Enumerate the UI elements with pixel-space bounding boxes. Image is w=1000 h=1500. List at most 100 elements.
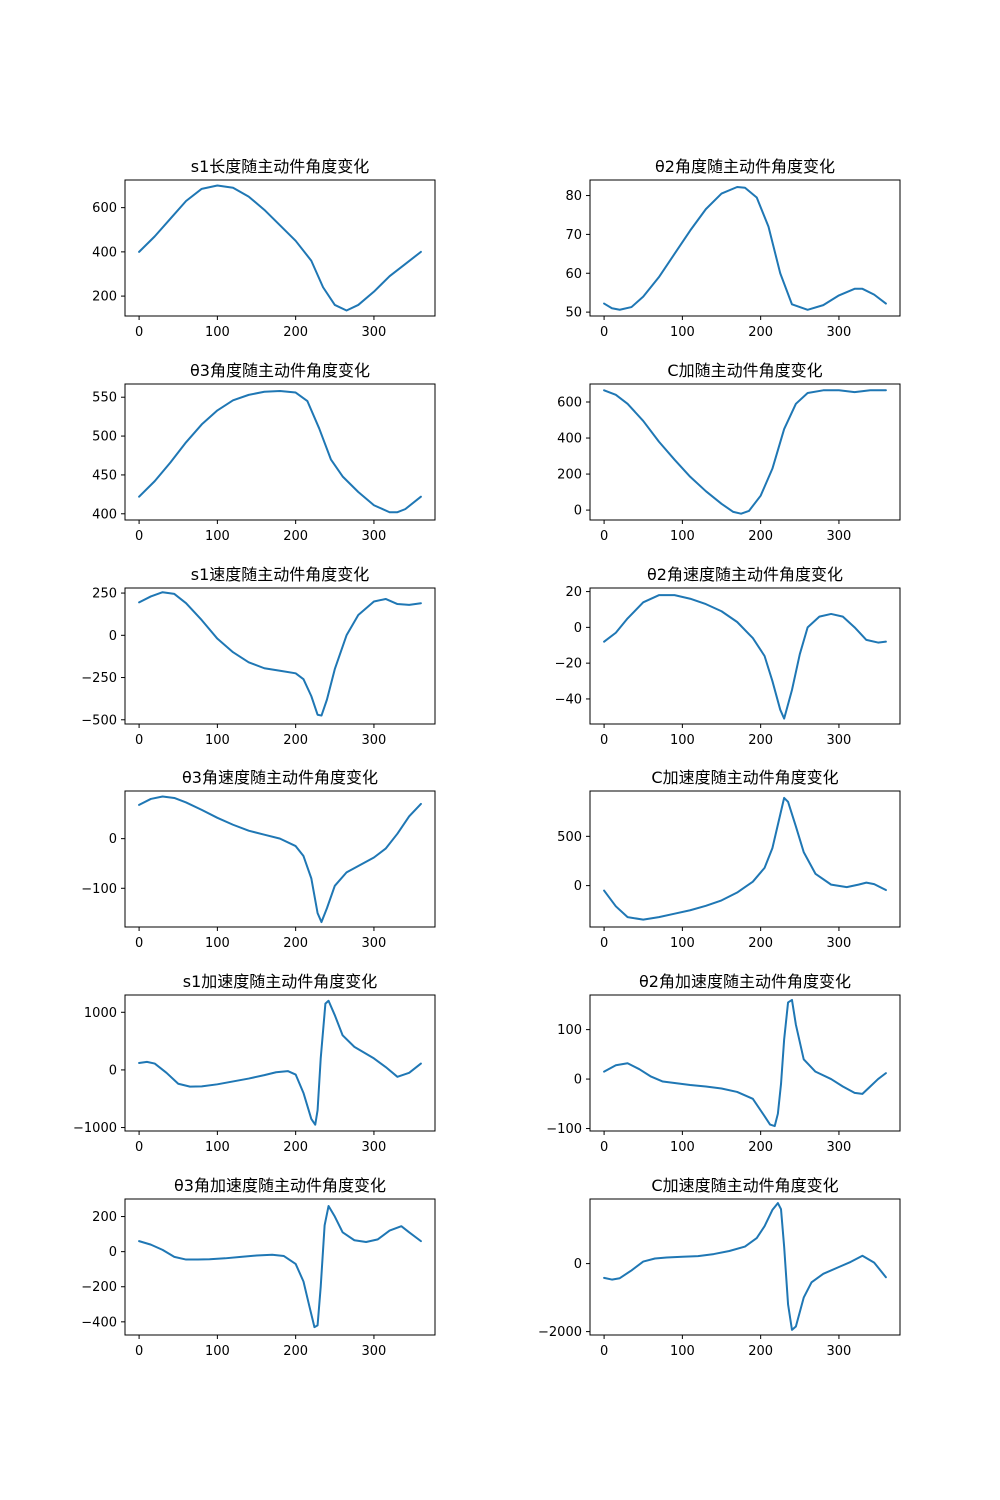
- y-tick-label: −400: [81, 1315, 117, 1330]
- y-tick-label: 550: [92, 391, 117, 406]
- x-tick-label: 300: [362, 1344, 387, 1359]
- plot-frame: [589, 1198, 901, 1336]
- subplot-9: s1加速度随主动件角度变化 0 100 200 300 −1000 0 1000: [73, 972, 436, 1155]
- subplot-10: θ2角加速度随主动件角度变化 0 100 200 300 −100 0 100: [546, 972, 901, 1155]
- x-tick-label: 100: [205, 529, 230, 544]
- subplot-title: s1速度随主动件角度变化: [191, 565, 370, 584]
- x-tick-label: 300: [362, 325, 387, 340]
- x-tick-label: 200: [283, 733, 308, 748]
- plot-frame: [124, 179, 436, 317]
- x-tick-label: 0: [600, 529, 608, 544]
- subplot-5: s1速度随主动件角度变化 0 100 200 300 −500 −250 0 250: [81, 565, 436, 748]
- x-tick-label: 300: [827, 529, 852, 544]
- subplot-8: C加速度随主动件角度变化 0 100 200 300 0 500: [557, 768, 901, 951]
- y-tick-label: 400: [557, 432, 582, 447]
- y-tick-label: 0: [109, 629, 117, 644]
- x-tick-label: 300: [362, 529, 387, 544]
- x-tick-label: 200: [748, 1344, 773, 1359]
- subplot-title: θ2角加速度随主动件角度变化: [639, 972, 851, 991]
- y-tick-label: −100: [546, 1122, 582, 1137]
- subplot-title: θ2角度随主动件角度变化: [655, 157, 835, 176]
- x-tick-label: 200: [748, 733, 773, 748]
- y-tick-label: 0: [574, 1257, 582, 1272]
- subplot-7: θ3角速度随主动件角度变化 0 100 200 300 −100 0: [81, 768, 436, 951]
- subplot-4: C加随主动件角度变化 0 100 200 300 0 200 400 600: [557, 361, 901, 544]
- series-line: [603, 185, 887, 311]
- subplot-title: θ3角速度随主动件角度变化: [182, 768, 378, 787]
- x-tick-label: 300: [827, 325, 852, 340]
- plot-frame: [589, 994, 901, 1132]
- plot-frame: [589, 383, 901, 521]
- subplot-title: C加速度随主动件角度变化: [651, 768, 838, 787]
- subplot-title: s1长度随主动件角度变化: [191, 157, 370, 176]
- x-tick-label: 0: [135, 1344, 143, 1359]
- x-tick-label: 100: [205, 1344, 230, 1359]
- y-tick-label: −200: [81, 1280, 117, 1295]
- plot-frame: [124, 1198, 436, 1336]
- x-tick-label: 100: [670, 733, 695, 748]
- y-tick-label: 50: [565, 306, 582, 321]
- series-line: [138, 999, 422, 1126]
- series-line: [603, 1202, 887, 1331]
- x-tick-label: 300: [362, 1140, 387, 1155]
- x-tick-label: 0: [135, 1140, 143, 1155]
- y-tick-label: 0: [109, 1245, 117, 1260]
- series-line: [603, 796, 887, 921]
- x-tick-label: 100: [670, 325, 695, 340]
- y-tick-label: −250: [81, 671, 117, 686]
- plot-frame: [124, 383, 436, 521]
- y-tick-label: 80: [565, 189, 582, 204]
- y-tick-label: 200: [557, 468, 582, 483]
- x-tick-label: 200: [748, 529, 773, 544]
- series-line: [138, 184, 422, 312]
- y-tick-label: 500: [92, 430, 117, 445]
- y-tick-label: 0: [109, 1063, 117, 1078]
- x-tick-label: 0: [600, 1140, 608, 1155]
- subplot-title: θ3角加速度随主动件角度变化: [174, 1176, 386, 1195]
- subplot-title: θ2角速度随主动件角度变化: [647, 565, 843, 584]
- x-tick-label: 0: [600, 1344, 608, 1359]
- plot-frame: [589, 587, 901, 725]
- x-tick-label: 0: [135, 529, 143, 544]
- y-tick-label: −100: [81, 882, 117, 897]
- y-tick-label: 600: [557, 396, 582, 411]
- subplot-title: s1加速度随主动件角度变化: [183, 972, 378, 991]
- x-tick-label: 100: [670, 529, 695, 544]
- x-tick-label: 200: [748, 325, 773, 340]
- x-tick-label: 100: [205, 936, 230, 951]
- subplot-12: C加速度随主动件角度变化 0 100 200 300 −2000 0: [538, 1176, 901, 1359]
- series-line: [138, 1205, 422, 1329]
- subplot-title: C加速度随主动件角度变化: [651, 1176, 838, 1195]
- y-tick-label: 100: [557, 1023, 582, 1038]
- y-tick-label: 20: [565, 585, 582, 600]
- x-tick-label: 100: [670, 1140, 695, 1155]
- y-tick-label: 450: [92, 468, 117, 483]
- x-tick-label: 300: [827, 1140, 852, 1155]
- y-tick-label: −20: [555, 657, 582, 672]
- series-line: [138, 389, 422, 514]
- y-tick-label: 60: [565, 267, 582, 282]
- x-tick-label: 100: [205, 733, 230, 748]
- x-tick-label: 200: [748, 1140, 773, 1155]
- x-tick-label: 200: [283, 529, 308, 544]
- y-tick-label: −1000: [73, 1121, 117, 1136]
- y-tick-label: 0: [574, 879, 582, 894]
- y-tick-label: 500: [557, 830, 582, 845]
- subplot-11: θ3角加速度随主动件角度变化 0 100 200 300 −400 −200 0 200: [81, 1176, 436, 1359]
- x-tick-label: 200: [283, 936, 308, 951]
- plot-frame: [124, 790, 436, 928]
- x-tick-label: 100: [670, 936, 695, 951]
- subplot-2: θ2角度随主动件角度变化 0 100 200 300 50 60 70 80: [565, 157, 901, 340]
- y-tick-label: 70: [565, 228, 582, 243]
- y-tick-label: 0: [574, 504, 582, 519]
- y-tick-label: 400: [92, 507, 117, 522]
- x-tick-label: 0: [135, 733, 143, 748]
- x-tick-label: 300: [827, 936, 852, 951]
- y-tick-label: 600: [92, 201, 117, 216]
- x-tick-label: 0: [135, 325, 143, 340]
- y-tick-label: −2000: [538, 1325, 582, 1340]
- x-tick-label: 100: [205, 1140, 230, 1155]
- x-tick-label: 100: [670, 1344, 695, 1359]
- x-tick-label: 300: [827, 1344, 852, 1359]
